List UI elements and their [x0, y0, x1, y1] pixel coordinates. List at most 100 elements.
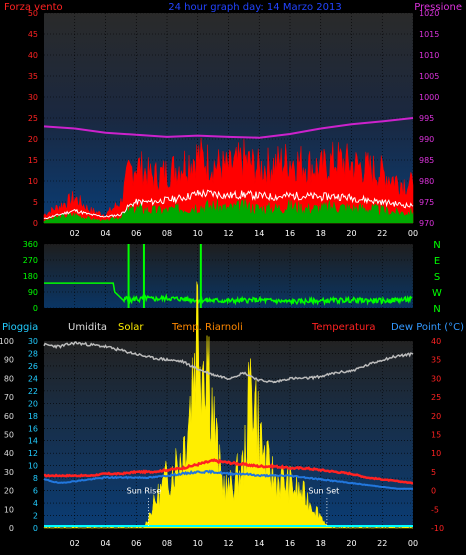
direction-tick-label: 0 — [33, 304, 38, 313]
humidity-tick-label: 70 — [4, 393, 14, 402]
direction-tick-label: 180 — [23, 272, 38, 281]
rain-tick-label: 30 — [28, 337, 38, 346]
direction-tick-label: 360 — [23, 240, 38, 249]
rain-tick-label: 12 — [28, 449, 38, 458]
time-tick-label: 18 — [316, 229, 326, 238]
temp-tick-label: -10 — [431, 524, 444, 533]
sunset-label: Sun Set — [308, 487, 339, 496]
time-tick-label: 16 — [285, 229, 295, 238]
rain-tick-label: 22 — [28, 387, 38, 396]
compass-label: S — [434, 272, 440, 283]
pressure-tick-label: 975 — [419, 198, 434, 207]
time-tick-label: 22 — [377, 539, 387, 548]
wind-tick-label: 5 — [33, 198, 38, 207]
temp-tick-label: 0 — [431, 487, 436, 496]
temperature-series — [43, 458, 414, 485]
temp-tick-label: 15 — [431, 431, 441, 440]
rain-tick-label: 6 — [33, 487, 38, 496]
pressure-tick-label: 1020 — [419, 9, 439, 18]
pressure-tick-label: 1000 — [419, 93, 439, 102]
pressure-series — [43, 117, 414, 139]
time-tick-label: 06 — [131, 539, 141, 548]
rain-tick-label: 18 — [28, 412, 38, 421]
pressure-tick-label: 1005 — [419, 72, 439, 81]
solar-label: Solar — [118, 322, 144, 333]
time-tick-label: 02 — [70, 539, 80, 548]
time-tick-label: 14 — [254, 229, 264, 238]
humidity-tick-label: 90 — [4, 356, 14, 365]
pressure-tick-label: 1010 — [419, 51, 439, 60]
rain-tick-label: 10 — [28, 462, 38, 471]
humidity-label: Umidita — [68, 322, 107, 333]
time-tick-label: 20 — [346, 539, 356, 548]
compass-label: N — [433, 240, 440, 251]
rain-label: Pioggia — [2, 322, 38, 333]
rain-tick-label: 14 — [28, 437, 38, 446]
wind-tick-label: 25 — [28, 114, 38, 123]
wind-direction-series — [44, 282, 413, 307]
rain-tick-label: 16 — [28, 424, 38, 433]
avg-wind-series — [43, 188, 414, 220]
temp-tick-label: 40 — [431, 337, 441, 346]
time-tick-label: 00 — [408, 539, 418, 548]
rain-tick-label: 28 — [28, 349, 38, 358]
humidity-tick-label: 40 — [4, 449, 14, 458]
compass-label: W — [432, 288, 442, 299]
time-tick-label: 08 — [162, 539, 172, 548]
temp-tick-label: 25 — [431, 393, 441, 402]
temp-tick-label: 10 — [431, 449, 441, 458]
humidity-tick-label: 50 — [4, 431, 14, 440]
wind-tick-label: 10 — [28, 177, 38, 186]
wind-tick-label: 30 — [28, 93, 38, 102]
rain-tick-label: 20 — [28, 399, 38, 408]
chart-title: 24 hour graph day: 14 Marzo 2013 — [168, 2, 341, 13]
time-tick-label: 22 — [377, 229, 387, 238]
compass-label: N — [433, 304, 440, 315]
time-tick-label: 10 — [193, 229, 203, 238]
wind-tick-label: 0 — [33, 219, 38, 228]
solar-series — [43, 281, 413, 529]
time-tick-label: 16 — [285, 539, 295, 548]
direction-panel-bg — [44, 244, 413, 308]
rain-tick-label: 4 — [33, 499, 38, 508]
humidity-tick-label: 100 — [0, 337, 14, 346]
humidity-tick-label: 0 — [9, 524, 14, 533]
humidity-tick-label: 30 — [4, 468, 14, 477]
humidity-tick-label: 60 — [4, 412, 14, 421]
dew-point-label: Dew Point (°C) — [391, 322, 464, 333]
humidity-tick-label: 20 — [4, 487, 14, 496]
wind-speed-label: Forza vento — [4, 2, 63, 13]
rain-tick-label: 8 — [33, 474, 38, 483]
pressure-label: Pressione — [414, 2, 462, 13]
temp-tick-label: 5 — [431, 468, 436, 477]
rain-tick-label: 26 — [28, 362, 38, 371]
rain-tick-label: 0 — [33, 524, 38, 533]
time-tick-label: 02 — [70, 229, 80, 238]
time-tick-label: 14 — [254, 539, 264, 548]
dew-point-series — [43, 469, 414, 490]
time-tick-label: 04 — [100, 539, 110, 548]
wind-tick-label: 15 — [28, 156, 38, 165]
direction-tick-label: 90 — [28, 288, 38, 297]
time-tick-label: 06 — [131, 229, 141, 238]
temp-tick-label: -5 — [431, 505, 439, 514]
wind-tick-label: 20 — [28, 135, 38, 144]
rain-tick-label: 24 — [28, 374, 38, 383]
humidity-tick-label: 10 — [4, 505, 14, 514]
wind-tick-label: 45 — [28, 30, 38, 39]
time-tick-label: 04 — [100, 229, 110, 238]
wind-tick-label: 35 — [28, 72, 38, 81]
time-tick-label: 00 — [408, 229, 418, 238]
humidity-tick-label: 80 — [4, 374, 14, 383]
pressure-tick-label: 1015 — [419, 30, 439, 39]
time-tick-label: 18 — [316, 539, 326, 548]
wind-tick-label: 40 — [28, 51, 38, 60]
temp-tick-label: 35 — [431, 356, 441, 365]
compass-label: E — [434, 256, 440, 267]
pressure-tick-label: 985 — [419, 156, 434, 165]
pressure-tick-label: 980 — [419, 177, 434, 186]
dew-temp-label: Temp. Riarnoli — [171, 322, 243, 333]
pressure-tick-label: 990 — [419, 135, 434, 144]
wind-series — [43, 198, 414, 224]
sunrise-label: Sun Rise — [127, 487, 162, 496]
